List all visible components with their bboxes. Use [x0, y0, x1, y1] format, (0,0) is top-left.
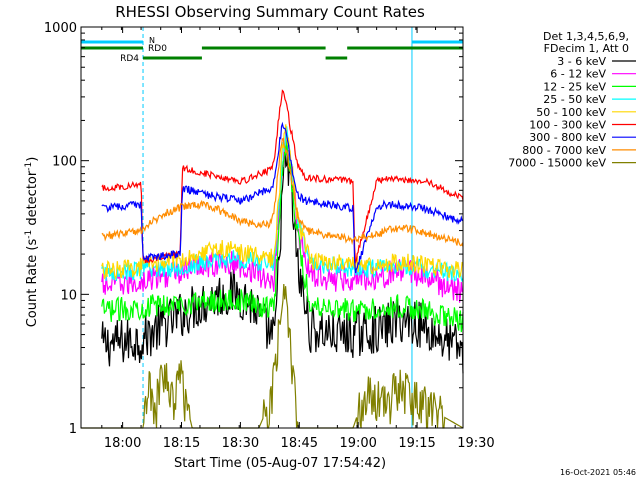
x-tick-label: 18:30	[222, 436, 259, 451]
ylabel-mid: detector	[25, 170, 40, 230]
series-line-9	[81, 283, 464, 429]
legend-label: 7000 - 15000 keV	[508, 157, 606, 170]
series-line-1	[101, 149, 464, 374]
ticks: 18:00 18:15 18:30 18:45 19:00 19:15 19:30 1 10 10…	[44, 21, 495, 451]
x-tick-label: 18:15	[163, 436, 200, 451]
x-tick-label: 18:45	[281, 436, 318, 451]
legend-label: 300 - 800 keV	[529, 131, 606, 144]
ylabel-sup2: -1	[24, 162, 34, 171]
flag-bar-rd4-label: RD4	[120, 54, 139, 64]
legend-label: 12 - 25 keV	[543, 80, 606, 93]
legend-header-1: Det 1,3,4,5,6,9,	[543, 30, 629, 43]
plot-frame	[80, 26, 464, 429]
ylabel-end: )	[25, 157, 40, 162]
chart-title: RHESSI Observing Summary Count Rates	[115, 3, 425, 21]
series-layer	[81, 89, 464, 429]
series-line-8	[101, 137, 464, 247]
ylabel-sup1: -1	[24, 230, 34, 239]
footer-date: 16-Oct-2021 05:46	[560, 468, 636, 477]
legend: Det 1,3,4,5,6,9, FDecim 1, Att 0 3 - 6 k…	[508, 30, 636, 170]
x-tick-label: 19:00	[339, 436, 376, 451]
y-tick-label: 1	[69, 422, 77, 437]
x-axis-label: Start Time (05-Aug-07 17:54:42)	[174, 456, 386, 471]
legend-label: 100 - 300 keV	[529, 119, 606, 132]
y-axis-label: Count Rate (s-1 detector-1)	[24, 157, 40, 328]
legend-label: 50 - 100 keV	[536, 106, 606, 119]
ylabel-main: Count Rate (s	[25, 239, 40, 328]
status-bar-label: N	[149, 36, 155, 45]
series-line-2	[101, 131, 464, 303]
x-tick-label: 19:15	[398, 436, 435, 451]
vertical-markers	[80, 27, 464, 428]
x-tick-label: 19:30	[457, 436, 494, 451]
series-line-5	[101, 124, 464, 281]
flag-bar-rd0-label: RD0	[148, 44, 167, 54]
x-tick-label: 18:00	[104, 436, 141, 451]
y-tick-label: 10	[60, 288, 77, 303]
legend-label: 25 - 50 keV	[543, 93, 606, 106]
legend-label: 6 - 12 keV	[550, 68, 606, 81]
legend-header-2: FDecim 1, Att 0	[544, 42, 629, 55]
y-tick-label: 1000	[44, 21, 77, 36]
series-line-7	[101, 121, 464, 274]
y-tick-label: 100	[52, 155, 77, 170]
series-line-3	[101, 140, 464, 333]
series-line-6	[101, 89, 464, 265]
axes	[80, 26, 464, 429]
legend-label: 3 - 6 keV	[557, 55, 606, 68]
legend-label: 800 - 7000 keV	[522, 144, 606, 157]
